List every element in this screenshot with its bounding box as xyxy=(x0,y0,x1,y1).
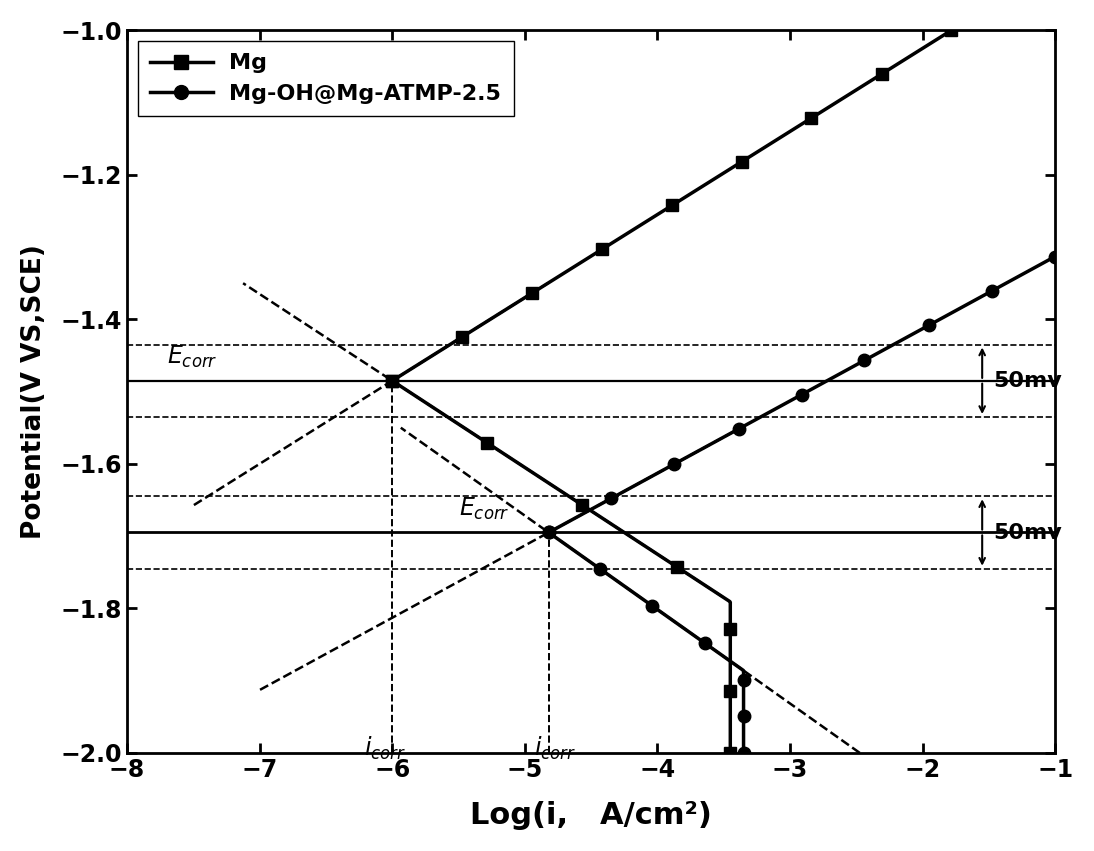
Text: $E_{corr}$: $E_{corr}$ xyxy=(458,495,509,522)
Text: $i_{corr}$: $i_{corr}$ xyxy=(534,734,577,762)
Text: 50mv: 50mv xyxy=(992,372,1061,391)
Legend: Mg, Mg-OH@Mg-ATMP-2.5: Mg, Mg-OH@Mg-ATMP-2.5 xyxy=(138,41,513,117)
Y-axis label: Potential(V VS,SCE): Potential(V VS,SCE) xyxy=(21,244,47,539)
X-axis label: Log(i,   A/cm²): Log(i, A/cm²) xyxy=(470,801,712,831)
Text: $E_{corr}$: $E_{corr}$ xyxy=(167,344,218,370)
Text: $i_{corr}$: $i_{corr}$ xyxy=(364,734,407,762)
Text: 50mv: 50mv xyxy=(992,523,1061,543)
